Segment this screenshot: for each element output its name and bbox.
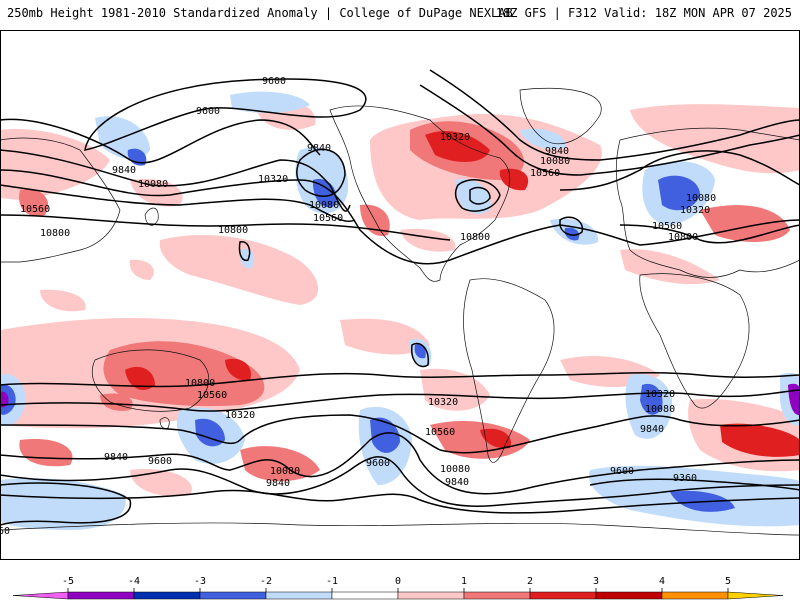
- colorbar-swatch: [529, 591, 597, 600]
- colorbar-tick-label: -1: [326, 576, 338, 587]
- colorbar-swatch: [12, 591, 69, 600]
- colorbar-swatch: [595, 591, 663, 600]
- colorbar-swatch: [661, 591, 729, 600]
- contour-label: 10080: [686, 193, 716, 204]
- contour-label: 9840: [640, 424, 664, 435]
- anomaly-shading: [0, 91, 800, 530]
- contour-label: 10560: [530, 168, 560, 179]
- colorbar-tick-label: 5: [725, 576, 731, 587]
- anomaly-map: 9600 9600 9840 9840 10080 10320 10560 10…: [0, 30, 800, 560]
- contour-label: 9600: [366, 458, 390, 469]
- contour-label: 10800: [218, 225, 248, 236]
- contour-label: 9840: [104, 452, 128, 463]
- contour-labels: 9600 9600 9840 9840 10080 10320 10560 10…: [0, 76, 716, 537]
- colorbar-tick-label: 1: [461, 576, 467, 587]
- contour-label: 10320: [428, 397, 458, 408]
- contour-label: 10080: [540, 156, 570, 167]
- colorbar-swatch: [265, 591, 333, 600]
- colorbar-tick-label: -3: [194, 576, 206, 587]
- contour-label: 9840: [445, 477, 469, 488]
- contour-label: 10800: [460, 232, 490, 243]
- contour-label: 10320: [645, 389, 675, 400]
- colorbar-swatch: [727, 591, 784, 600]
- map-title: 250mb Height 1981-2010 Standardized Anom…: [7, 6, 513, 20]
- colorbar-swatch: [133, 591, 201, 600]
- contour-label: 10320: [440, 132, 470, 143]
- colorbar-swatch: [463, 591, 531, 600]
- colorbar-tick-label: -4: [128, 576, 140, 587]
- colorbar-tick-label: 4: [659, 576, 665, 587]
- model-run-info: 18Z GFS | F312 Valid: 18Z MON APR 07 202…: [495, 6, 792, 20]
- contour-label: 9600: [196, 106, 220, 117]
- contour-label: 10560: [652, 221, 682, 232]
- colorbar-tick-label: -2: [260, 576, 272, 587]
- contour-label: 10080: [270, 466, 300, 477]
- contour-label: 10560: [313, 213, 343, 224]
- contour-label: 9360: [0, 526, 10, 537]
- contour-label: 10320: [258, 174, 288, 185]
- contour-label: 10560: [425, 427, 455, 438]
- colorbar-swatch: [331, 591, 399, 600]
- contour-label: 9600: [148, 456, 172, 467]
- contour-label: 9360: [673, 473, 697, 484]
- colorbar-swatches: [12, 591, 784, 600]
- contour-label: 10800: [40, 228, 70, 239]
- colorbar-ticks: -5 -4 -3 -2 -1 0 1 2 3 4 5: [62, 576, 731, 592]
- contour-label: 9840: [307, 143, 331, 154]
- colorbar: -5 -4 -3 -2 -1 0 1 2 3 4 5: [12, 576, 784, 600]
- contour-label: 9600: [262, 76, 286, 87]
- colorbar-tick-label: 0: [395, 576, 401, 587]
- contour-label: 9840: [112, 165, 136, 176]
- contour-label: 10080: [138, 179, 168, 190]
- colorbar-tick-label: 3: [593, 576, 599, 587]
- colorbar-swatch: [67, 591, 135, 600]
- contour-label: 10320: [225, 410, 255, 421]
- contour-label: 10800: [668, 232, 698, 243]
- contour-label: 9840: [266, 478, 290, 489]
- height-contours: [0, 69, 800, 526]
- colorbar-tick-label: -5: [62, 576, 74, 587]
- colorbar-tick-label: 2: [527, 576, 533, 587]
- contour-label: 10080: [309, 200, 339, 211]
- contour-label: 10560: [20, 204, 50, 215]
- contour-label: 10080: [440, 464, 470, 475]
- contour-label: 9840: [545, 146, 569, 157]
- contour-label: 10560: [197, 390, 227, 401]
- contour-label: 10320: [680, 205, 710, 216]
- colorbar-swatch: [199, 591, 267, 600]
- colorbar-swatch: [397, 591, 465, 600]
- continent-outlines: [0, 87, 800, 536]
- contour-label: 10800: [185, 378, 215, 389]
- contour-label: 10080: [645, 404, 675, 415]
- contour-label: 9600: [610, 466, 634, 477]
